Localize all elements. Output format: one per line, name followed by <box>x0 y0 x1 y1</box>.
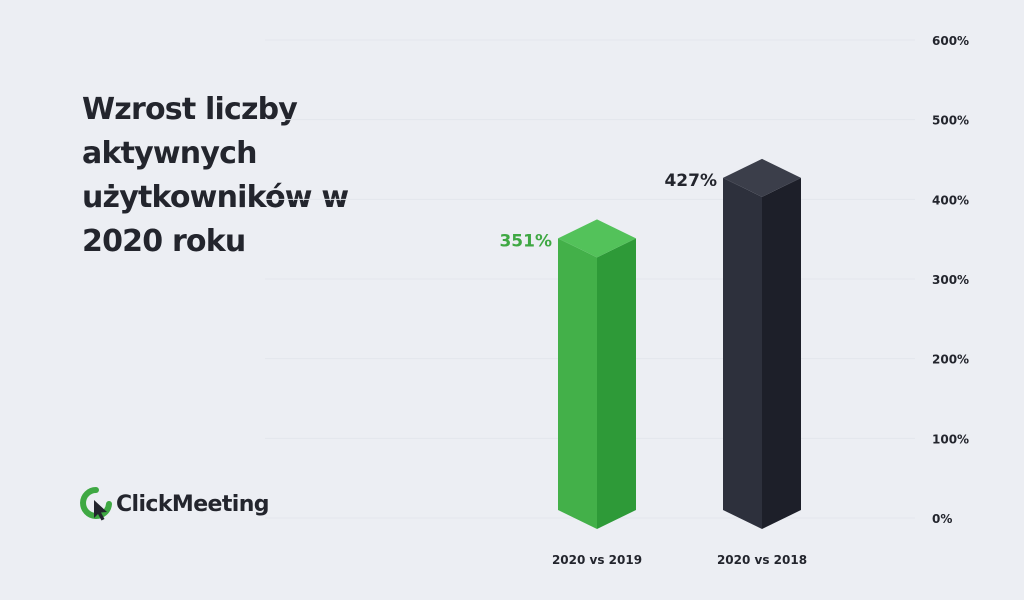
y-tick-label: 200% <box>932 353 969 367</box>
category-label: 2020 vs 2019 <box>552 553 642 567</box>
y-tick-label: 0% <box>932 512 952 526</box>
bar-face-right <box>597 238 636 529</box>
bar-top <box>723 158 801 197</box>
logo-text: ClickMeeting <box>116 491 270 517</box>
bar-face-right <box>762 177 801 529</box>
y-tick-label: 500% <box>932 114 969 128</box>
bar-top <box>558 219 636 258</box>
category-label: 2020 vs 2018 <box>717 553 807 567</box>
y-tick-label: 600% <box>932 34 969 48</box>
data-label: 427% <box>664 171 717 191</box>
y-tick-label: 300% <box>932 273 969 287</box>
brand-logo: ClickMeeting <box>80 486 270 522</box>
bar-face-left <box>558 238 597 529</box>
chart-title: Wzrost liczby aktywnych użytkowników w 2… <box>82 92 349 259</box>
y-tick-label: 100% <box>932 432 969 446</box>
data-label: 351% <box>499 231 552 251</box>
clickmeeting-logo-icon <box>80 487 112 521</box>
y-tick-label: 400% <box>932 193 969 207</box>
bar-face-left <box>723 177 762 529</box>
